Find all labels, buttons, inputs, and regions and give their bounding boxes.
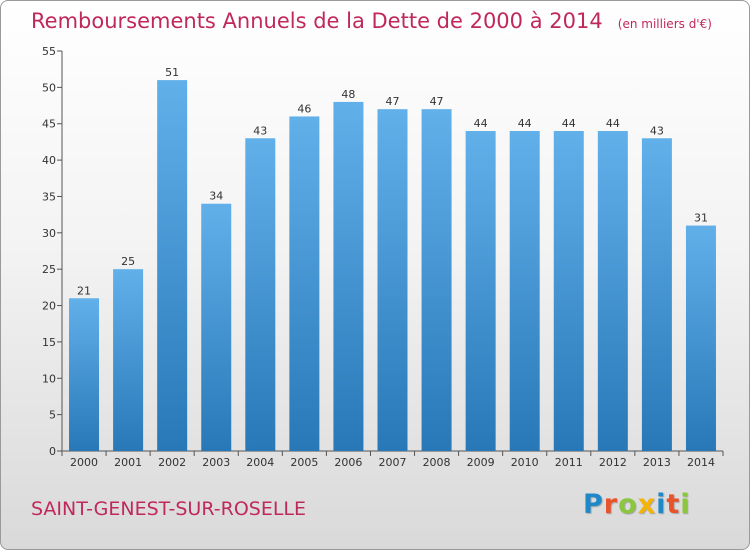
x-tick-label-2005: 2005 (290, 456, 318, 469)
data-label-2013: 43 (650, 124, 664, 137)
y-tick-label: 35 (42, 190, 56, 203)
y-tick-label: 30 (42, 227, 56, 240)
y-tick-label: 0 (49, 445, 56, 458)
x-tick-label-2011: 2011 (555, 456, 583, 469)
bar-2012 (597, 131, 628, 451)
x-tick-label-2001: 2001 (114, 456, 142, 469)
bar-2014 (685, 225, 716, 451)
x-tick-label-2012: 2012 (599, 456, 627, 469)
data-label-2002: 51 (165, 66, 179, 79)
x-tick-label-2014: 2014 (687, 456, 715, 469)
logo-letter: i (656, 489, 667, 520)
bar-2009 (465, 131, 496, 451)
data-label-2007: 47 (386, 95, 400, 108)
chart-subtitle: (en milliers d'€) (617, 17, 712, 31)
x-tick-label-2013: 2013 (643, 456, 671, 469)
data-label-2012: 44 (606, 117, 620, 130)
y-tick-label: 55 (42, 45, 56, 58)
data-label-2001: 25 (121, 255, 135, 268)
bar-2001 (113, 269, 144, 451)
commune-name: SAINT-GENEST-SUR-ROSELLE (31, 498, 307, 520)
y-tick-label: 10 (42, 372, 56, 385)
bars (69, 80, 716, 452)
x-tick-label-2003: 2003 (202, 456, 230, 469)
logo-letter: i (680, 489, 691, 520)
x-tick-label-2007: 2007 (379, 456, 407, 469)
bar-2003 (201, 203, 232, 451)
data-label-2011: 44 (562, 117, 576, 130)
data-label-2014: 31 (694, 212, 708, 225)
y-tick-label: 25 (42, 263, 56, 276)
logo-letter: r (603, 489, 619, 520)
bar-2006 (333, 101, 364, 451)
data-label-2004: 43 (253, 124, 267, 137)
title-row: Remboursements Annuels de la Dette de 20… (31, 9, 712, 33)
logo-letter: t (666, 489, 681, 520)
x-tick-label-2002: 2002 (158, 456, 186, 469)
logo-letter: P (583, 489, 604, 520)
data-label-2010: 44 (518, 117, 532, 130)
y-tick-label: 50 (42, 81, 56, 94)
data-label-2008: 47 (430, 95, 444, 108)
proxiti-logo[interactable]: Proxiti (583, 489, 691, 520)
y-tick-label: 45 (42, 118, 56, 131)
bar-2010 (509, 131, 540, 451)
x-tick-label-2008: 2008 (423, 456, 451, 469)
bar-2000 (69, 298, 100, 451)
data-label-2009: 44 (474, 117, 488, 130)
data-label-2000: 21 (77, 284, 91, 297)
data-label-2005: 46 (297, 102, 311, 115)
y-tick-label: 20 (42, 300, 56, 313)
logo-letter: o (618, 489, 638, 520)
bar-2008 (421, 109, 452, 451)
bar-2005 (289, 116, 320, 452)
bar-2002 (157, 80, 188, 451)
x-tick-label-2000: 2000 (70, 456, 98, 469)
x-tick-label-2009: 2009 (467, 456, 495, 469)
bar-2013 (641, 138, 672, 452)
bar-2011 (553, 131, 584, 451)
y-tick-label: 5 (49, 409, 56, 422)
logo-letter: x (637, 489, 657, 520)
data-label-2003: 34 (209, 190, 223, 203)
data-labels: 21 25 51 34 43 46 48 47 47 44 44 44 44 43 31 (77, 66, 708, 297)
y-tick-label: 15 (42, 336, 56, 349)
bar-2004 (245, 138, 276, 452)
bar-2007 (377, 109, 408, 451)
x-tick-label-2004: 2004 (246, 456, 274, 469)
chart-title: Remboursements Annuels de la Dette de 20… (31, 9, 603, 33)
y-tick-label: 40 (42, 154, 56, 167)
data-label-2006: 48 (341, 88, 355, 101)
x-tick-label-2006: 2006 (334, 456, 362, 469)
x-tick-label-2010: 2010 (511, 456, 539, 469)
axes: 0 5 10 15 20 25 30 35 40 45 50 55 2000 2001 2002 2003 20… (42, 45, 724, 469)
